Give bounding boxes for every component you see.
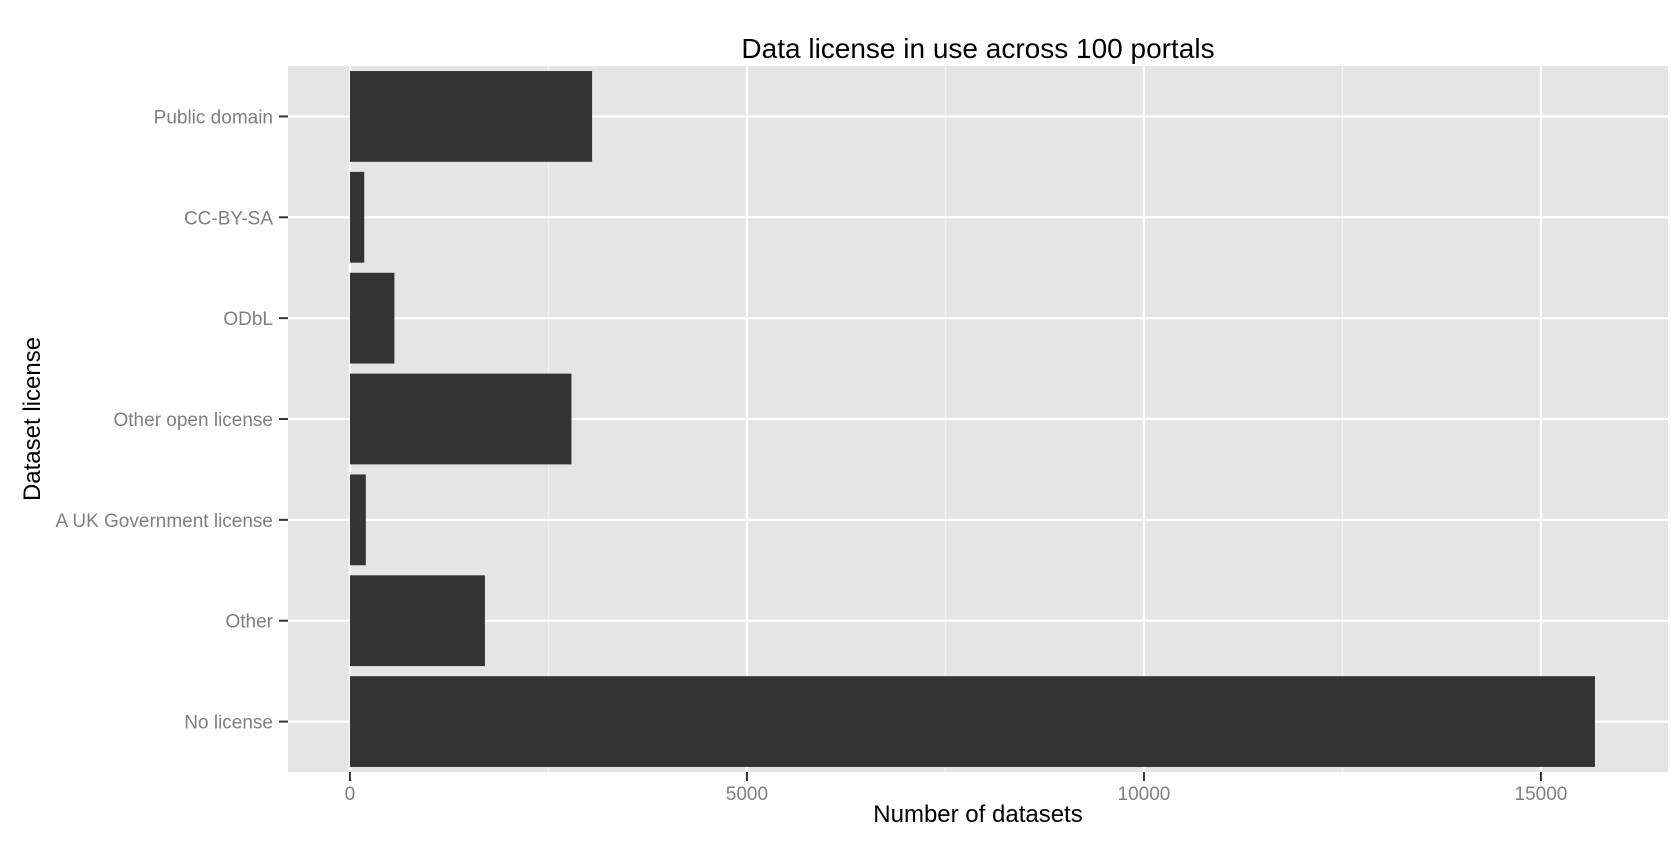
bar — [349, 171, 365, 263]
y-tick-label: Public domain — [154, 107, 273, 128]
bar — [349, 676, 1595, 767]
bar — [349, 373, 572, 465]
chart-title: Data license in use across 100 portals — [741, 33, 1214, 64]
y-tick-label: No license — [184, 713, 273, 734]
bar — [349, 575, 485, 667]
y-axis-title: Dataset license — [19, 337, 46, 501]
y-tick-label: A UK Government license — [55, 511, 273, 532]
bars — [349, 71, 1595, 767]
x-tick-label: 5000 — [726, 784, 768, 805]
bar — [349, 474, 366, 566]
axes: No license Other A UK Government license Ot… — [55, 107, 1567, 805]
x-tick-label: 10000 — [1118, 784, 1171, 805]
x-tick-label: 15000 — [1515, 784, 1568, 805]
y-tick-label: Other — [225, 612, 273, 633]
x-tick-label: 0 — [345, 784, 356, 805]
y-tick-label: CC-BY-SA — [184, 208, 273, 229]
bar — [349, 272, 395, 364]
bar — [349, 71, 593, 162]
y-tick-label: Other open license — [114, 410, 274, 431]
y-tick-label: ODbL — [223, 309, 273, 330]
x-axis-title: Number of datasets — [873, 801, 1082, 828]
